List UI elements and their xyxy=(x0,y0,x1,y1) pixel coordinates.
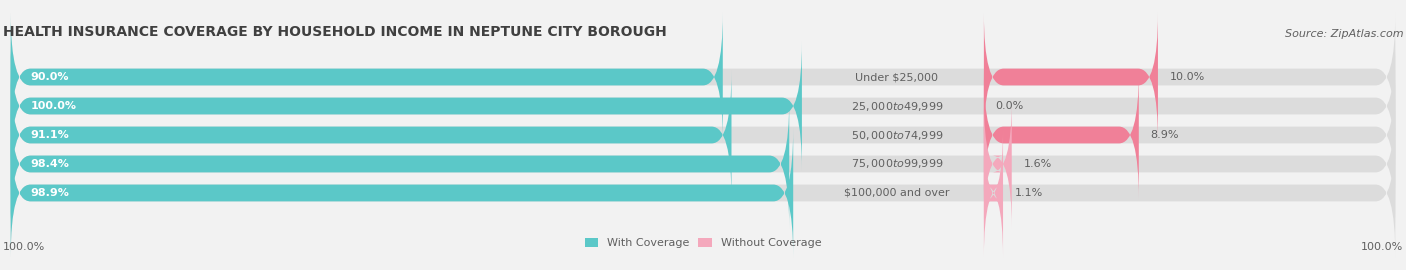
Text: 100.0%: 100.0% xyxy=(1361,242,1403,252)
FancyBboxPatch shape xyxy=(11,129,793,257)
Text: HEALTH INSURANCE COVERAGE BY HOUSEHOLD INCOME IN NEPTUNE CITY BOROUGH: HEALTH INSURANCE COVERAGE BY HOUSEHOLD I… xyxy=(3,25,666,39)
Text: Under $25,000: Under $25,000 xyxy=(855,72,938,82)
Text: 1.1%: 1.1% xyxy=(1015,188,1043,198)
Text: $75,000 to $99,999: $75,000 to $99,999 xyxy=(851,157,943,170)
Text: $50,000 to $74,999: $50,000 to $74,999 xyxy=(851,129,943,141)
FancyBboxPatch shape xyxy=(984,13,1159,141)
Text: 90.0%: 90.0% xyxy=(31,72,69,82)
Text: 8.9%: 8.9% xyxy=(1150,130,1180,140)
Text: 98.9%: 98.9% xyxy=(31,188,69,198)
Legend: With Coverage, Without Coverage: With Coverage, Without Coverage xyxy=(585,238,821,248)
FancyBboxPatch shape xyxy=(11,13,1395,141)
FancyBboxPatch shape xyxy=(984,71,1139,199)
Text: 100.0%: 100.0% xyxy=(3,242,45,252)
FancyBboxPatch shape xyxy=(11,100,789,228)
FancyBboxPatch shape xyxy=(11,71,1395,199)
Text: 0.0%: 0.0% xyxy=(995,101,1024,111)
Text: 10.0%: 10.0% xyxy=(1170,72,1205,82)
FancyBboxPatch shape xyxy=(11,42,1395,170)
FancyBboxPatch shape xyxy=(11,71,731,199)
FancyBboxPatch shape xyxy=(11,129,1395,257)
FancyBboxPatch shape xyxy=(11,100,1395,228)
Text: 91.1%: 91.1% xyxy=(31,130,69,140)
FancyBboxPatch shape xyxy=(11,42,801,170)
Text: 1.6%: 1.6% xyxy=(1024,159,1052,169)
Text: 100.0%: 100.0% xyxy=(31,101,76,111)
FancyBboxPatch shape xyxy=(983,129,1004,257)
Text: $25,000 to $49,999: $25,000 to $49,999 xyxy=(851,100,943,113)
FancyBboxPatch shape xyxy=(984,100,1012,228)
Text: 98.4%: 98.4% xyxy=(31,159,69,169)
Text: Source: ZipAtlas.com: Source: ZipAtlas.com xyxy=(1285,29,1403,39)
FancyBboxPatch shape xyxy=(11,13,723,141)
Text: $100,000 and over: $100,000 and over xyxy=(844,188,949,198)
